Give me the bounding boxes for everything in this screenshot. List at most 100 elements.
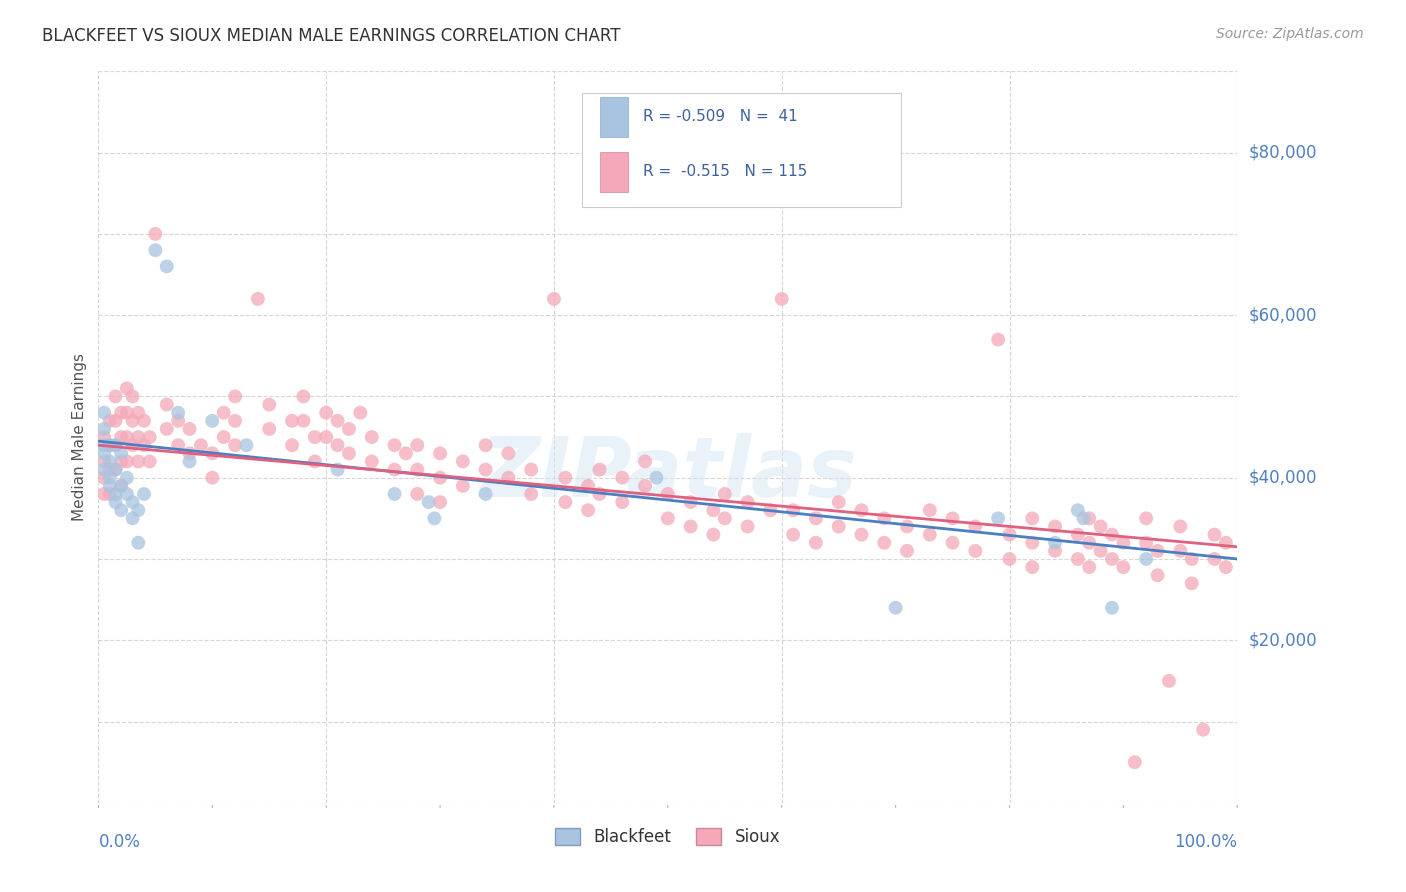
Point xyxy=(1067,503,1090,517)
Point xyxy=(201,414,224,428)
Point xyxy=(179,422,201,436)
Point xyxy=(1067,552,1090,566)
Text: $40,000: $40,000 xyxy=(1249,468,1317,487)
Point xyxy=(115,406,138,420)
Point xyxy=(132,487,155,501)
Point xyxy=(1146,544,1168,558)
Point xyxy=(127,535,149,549)
Point xyxy=(98,414,121,428)
Point xyxy=(1101,527,1123,541)
Point xyxy=(1181,576,1204,591)
Point xyxy=(156,398,179,412)
Point xyxy=(156,422,179,436)
Point xyxy=(1021,560,1043,574)
Text: R = -0.509   N =  41: R = -0.509 N = 41 xyxy=(643,109,797,124)
Point xyxy=(110,479,132,493)
Point xyxy=(965,544,987,558)
Point xyxy=(942,535,965,549)
Point xyxy=(384,462,406,476)
Y-axis label: Median Male Earnings: Median Male Earnings xyxy=(72,353,87,521)
Point xyxy=(281,438,304,452)
Point xyxy=(326,462,349,476)
Point xyxy=(873,535,896,549)
Text: Source: ZipAtlas.com: Source: ZipAtlas.com xyxy=(1216,27,1364,41)
Text: $60,000: $60,000 xyxy=(1249,306,1317,324)
Point xyxy=(406,462,429,476)
Point xyxy=(349,406,371,420)
Point xyxy=(121,414,143,428)
Point xyxy=(498,471,520,485)
Point xyxy=(406,438,429,452)
Point xyxy=(326,414,349,428)
Point xyxy=(884,600,907,615)
Point xyxy=(429,495,451,509)
Point xyxy=(127,454,149,468)
Point xyxy=(634,479,657,493)
Point xyxy=(987,511,1010,525)
Point xyxy=(224,389,246,403)
Point xyxy=(1123,755,1146,769)
Point xyxy=(520,462,543,476)
Point xyxy=(110,454,132,468)
Point xyxy=(828,519,851,533)
Point xyxy=(93,446,115,460)
Point xyxy=(1021,535,1043,549)
Point xyxy=(104,495,127,509)
Text: $20,000: $20,000 xyxy=(1249,632,1317,649)
Point xyxy=(360,454,382,468)
Point xyxy=(965,519,987,533)
Point xyxy=(224,414,246,428)
Point xyxy=(714,487,737,501)
Point xyxy=(418,495,440,509)
Point xyxy=(896,519,918,533)
Point xyxy=(145,243,167,257)
Point xyxy=(1192,723,1215,737)
Point xyxy=(98,462,121,476)
Point xyxy=(104,414,127,428)
Point xyxy=(121,438,143,452)
Point xyxy=(702,527,724,541)
Point xyxy=(98,454,121,468)
Point xyxy=(759,503,782,517)
Point xyxy=(98,438,121,452)
Point xyxy=(110,406,132,420)
Point xyxy=(576,503,599,517)
Point xyxy=(304,454,326,468)
Point xyxy=(93,471,115,485)
Point xyxy=(612,471,634,485)
Point xyxy=(337,446,360,460)
Point xyxy=(1157,673,1180,688)
Point xyxy=(896,544,918,558)
Point xyxy=(873,511,896,525)
Point xyxy=(179,454,201,468)
Point xyxy=(588,487,610,501)
Point xyxy=(121,511,143,525)
Point xyxy=(1112,535,1135,549)
Point xyxy=(110,446,132,460)
Point xyxy=(190,438,212,452)
Point xyxy=(576,479,599,493)
Point xyxy=(1146,568,1168,582)
Point xyxy=(1170,544,1192,558)
Point xyxy=(292,389,315,403)
Point xyxy=(167,406,190,420)
Point xyxy=(1181,552,1204,566)
Point xyxy=(304,430,326,444)
Point xyxy=(138,430,160,444)
Point xyxy=(93,487,115,501)
Point xyxy=(132,438,155,452)
Point xyxy=(98,487,121,501)
Point xyxy=(1073,511,1095,525)
Point xyxy=(121,495,143,509)
Point xyxy=(702,503,724,517)
Point xyxy=(474,438,496,452)
Point xyxy=(737,495,759,509)
Point xyxy=(782,527,804,541)
Point xyxy=(1078,560,1101,574)
FancyBboxPatch shape xyxy=(599,97,628,137)
Point xyxy=(554,471,576,485)
Point xyxy=(657,511,679,525)
Point xyxy=(127,430,149,444)
Point xyxy=(588,462,610,476)
Point xyxy=(104,462,127,476)
